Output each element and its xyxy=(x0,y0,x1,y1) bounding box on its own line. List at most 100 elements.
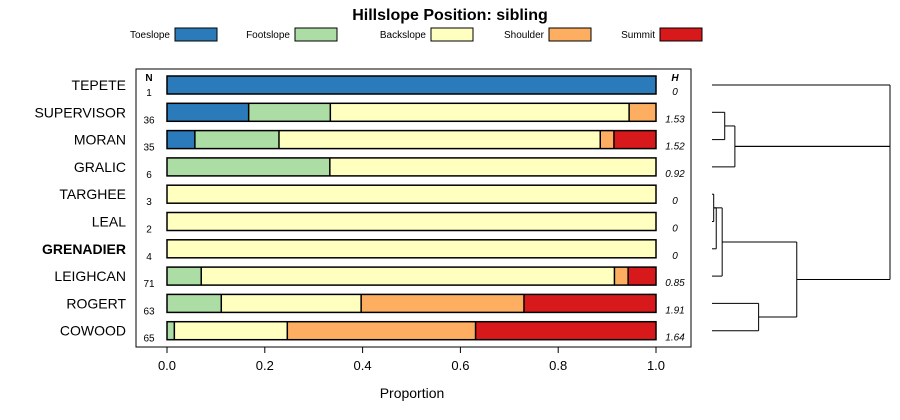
bar-segment-toeslope xyxy=(167,76,656,94)
x-tick-label: 0.2 xyxy=(256,358,274,373)
chart-title: Hillslope Position: sibling xyxy=(352,7,548,24)
category-label: LEIGHCAN xyxy=(54,268,126,284)
category-label: TARGHEE xyxy=(59,186,126,202)
legend-label-toeslope: Toeslope xyxy=(130,30,170,41)
h-value: 0 xyxy=(672,224,678,235)
bar-segment-footslope xyxy=(167,157,330,176)
bar-outline xyxy=(166,157,657,177)
bar-row-grenadier: GRENADIER 4 0 xyxy=(42,239,678,263)
h-value: 0 xyxy=(672,251,678,262)
legend: Toeslope Footslope Backslope Shoulder Summit xyxy=(130,27,703,42)
bar-outline xyxy=(166,129,657,150)
bar-segment-shoulder xyxy=(629,103,656,122)
n-value: 1 xyxy=(146,88,152,99)
h-value: 1.52 xyxy=(665,142,685,153)
category-label: SUPERVISOR xyxy=(34,104,126,120)
bar-row-gralic: GRALIC 6 0.92 xyxy=(74,157,685,181)
bar-segment-backslope xyxy=(221,294,362,313)
n-value: 6 xyxy=(146,170,152,181)
category-label: LEAL xyxy=(92,214,126,230)
bar-row-supervisor: SUPERVISOR 36 1.53 xyxy=(34,102,685,126)
bar-outline xyxy=(166,211,657,232)
bar-row-moran: MORAN 35 1.52 xyxy=(74,129,685,154)
bar-segment-footslope xyxy=(167,267,202,286)
bar-outline xyxy=(166,75,657,95)
bar-row-cowood: COWOOD 65 1.64 xyxy=(60,320,685,345)
legend-label-backslope: Backslope xyxy=(380,30,427,41)
bar-segment-summit xyxy=(613,130,656,149)
bar-rows: TEPETE 1 0 SUPERVISOR 36 1.53 MORAN 35 1.52 GRALI… xyxy=(34,75,685,345)
legend-label-shoulder: Shoulder xyxy=(504,30,545,41)
bar-row-rogert: ROGERT 63 1.91 xyxy=(66,293,685,317)
bar-row-targhee: TARGHEE 3 0 xyxy=(59,184,678,208)
bar-outline xyxy=(166,293,657,314)
bar-outline xyxy=(166,239,657,259)
h-value: 1.53 xyxy=(665,114,685,125)
category-label: COWOOD xyxy=(60,323,126,339)
legend-label-summit: Summit xyxy=(621,30,655,41)
legend-label-footslope: Footslope xyxy=(246,30,290,41)
bar-segment-backslope xyxy=(174,321,288,340)
h-value: 0 xyxy=(672,196,678,207)
h-header: H xyxy=(671,73,679,84)
h-value: 1.91 xyxy=(665,305,684,316)
bar-segment-shoulder xyxy=(614,267,629,286)
x-tick-label: 0.0 xyxy=(158,358,176,373)
x-axis: 0.0 0.2 0.4 0.6 0.8 1.0 xyxy=(158,347,665,373)
plot-frame xyxy=(135,68,692,348)
bar-segment-backslope xyxy=(167,185,656,204)
bar-segment-summit xyxy=(475,321,656,340)
legend-swatch-backslope xyxy=(430,27,474,42)
dendrogram xyxy=(712,84,891,332)
n-header: N xyxy=(145,73,152,84)
h-value: 0.85 xyxy=(665,278,685,289)
bar-segment-shoulder xyxy=(361,294,524,313)
n-value: 63 xyxy=(143,306,155,317)
bar-row-leighcan: LEIGHCAN 71 0.85 xyxy=(54,266,685,290)
h-value: 0.92 xyxy=(665,169,685,180)
legend-swatch-toeslope xyxy=(174,27,218,42)
bar-outline xyxy=(166,102,657,123)
category-label: ROGERT xyxy=(66,295,126,311)
n-value: 71 xyxy=(143,279,155,290)
bar-segment-backslope xyxy=(201,267,615,286)
category-label: GRALIC xyxy=(74,159,126,175)
x-tick-label: 0.6 xyxy=(451,358,469,373)
x-axis-label: Proportion xyxy=(380,385,445,401)
bar-segment-backslope xyxy=(167,239,656,258)
legend-swatch-shoulder xyxy=(548,27,592,42)
bar-segment-footslope xyxy=(194,130,279,149)
bar-segment-backslope xyxy=(278,130,601,149)
legend-swatch-footslope xyxy=(294,27,338,42)
bar-outline xyxy=(166,266,657,286)
n-value: 65 xyxy=(143,334,155,345)
bar-segment-toeslope xyxy=(167,130,195,149)
bar-segment-summit xyxy=(523,294,656,313)
x-tick-label: 0.4 xyxy=(354,358,372,373)
category-label: GRENADIER xyxy=(42,241,126,257)
bar-row-leal: LEAL 2 0 xyxy=(92,211,678,236)
bar-segment-shoulder xyxy=(287,321,476,340)
bar-segment-footslope xyxy=(167,294,222,313)
category-label: TEPETE xyxy=(72,77,126,93)
n-value: 35 xyxy=(143,143,155,154)
bar-outline xyxy=(166,184,657,204)
bar-segment-footslope xyxy=(167,321,175,340)
category-label: MORAN xyxy=(74,132,126,148)
h-value: 0 xyxy=(672,87,678,98)
x-tick-label: 0.8 xyxy=(549,358,567,373)
n-value: 36 xyxy=(143,115,155,126)
bar-segment-backslope xyxy=(330,103,630,122)
bar-segment-footslope xyxy=(248,103,331,122)
h-value: 1.64 xyxy=(665,333,685,344)
bar-row-tepete: TEPETE 1 0 xyxy=(72,75,678,99)
x-tick-label: 1.0 xyxy=(647,358,665,373)
n-value: 2 xyxy=(146,225,152,236)
bar-segment-backslope xyxy=(167,212,656,231)
n-value: 4 xyxy=(146,252,152,263)
bar-segment-toeslope xyxy=(167,103,249,122)
bar-outline xyxy=(166,320,657,341)
legend-swatch-summit xyxy=(659,27,703,42)
bar-segment-summit xyxy=(628,267,656,286)
